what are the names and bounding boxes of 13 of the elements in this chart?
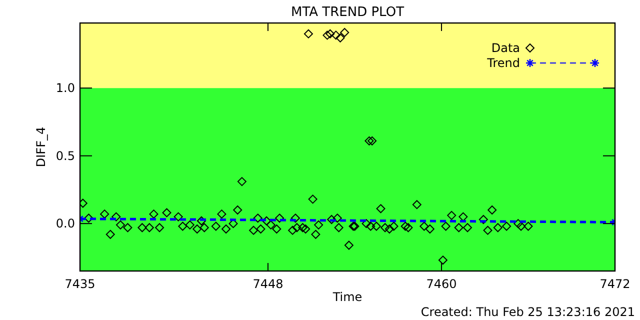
legend-label: Trend <box>486 56 520 70</box>
text: Created: Thu Feb 25 13:23:16 2021 <box>420 305 635 319</box>
chart-title: MTA TREND PLOT <box>290 5 404 20</box>
x-tick-label: 7472 <box>600 277 630 291</box>
y-axis-title: DIFF_4 <box>34 126 48 168</box>
legend-label: Data <box>491 41 520 55</box>
y-tick-label: 1.0 <box>56 81 75 96</box>
x-tick-label: 7448 <box>252 277 284 291</box>
y-tick-label: 0.0 <box>56 216 75 231</box>
x-axis-title: Time <box>332 290 362 304</box>
x-tick-label: 7460 <box>426 277 457 291</box>
x-tick-label: 7435 <box>64 277 96 291</box>
y-tick-label: 0.5 <box>56 148 75 163</box>
